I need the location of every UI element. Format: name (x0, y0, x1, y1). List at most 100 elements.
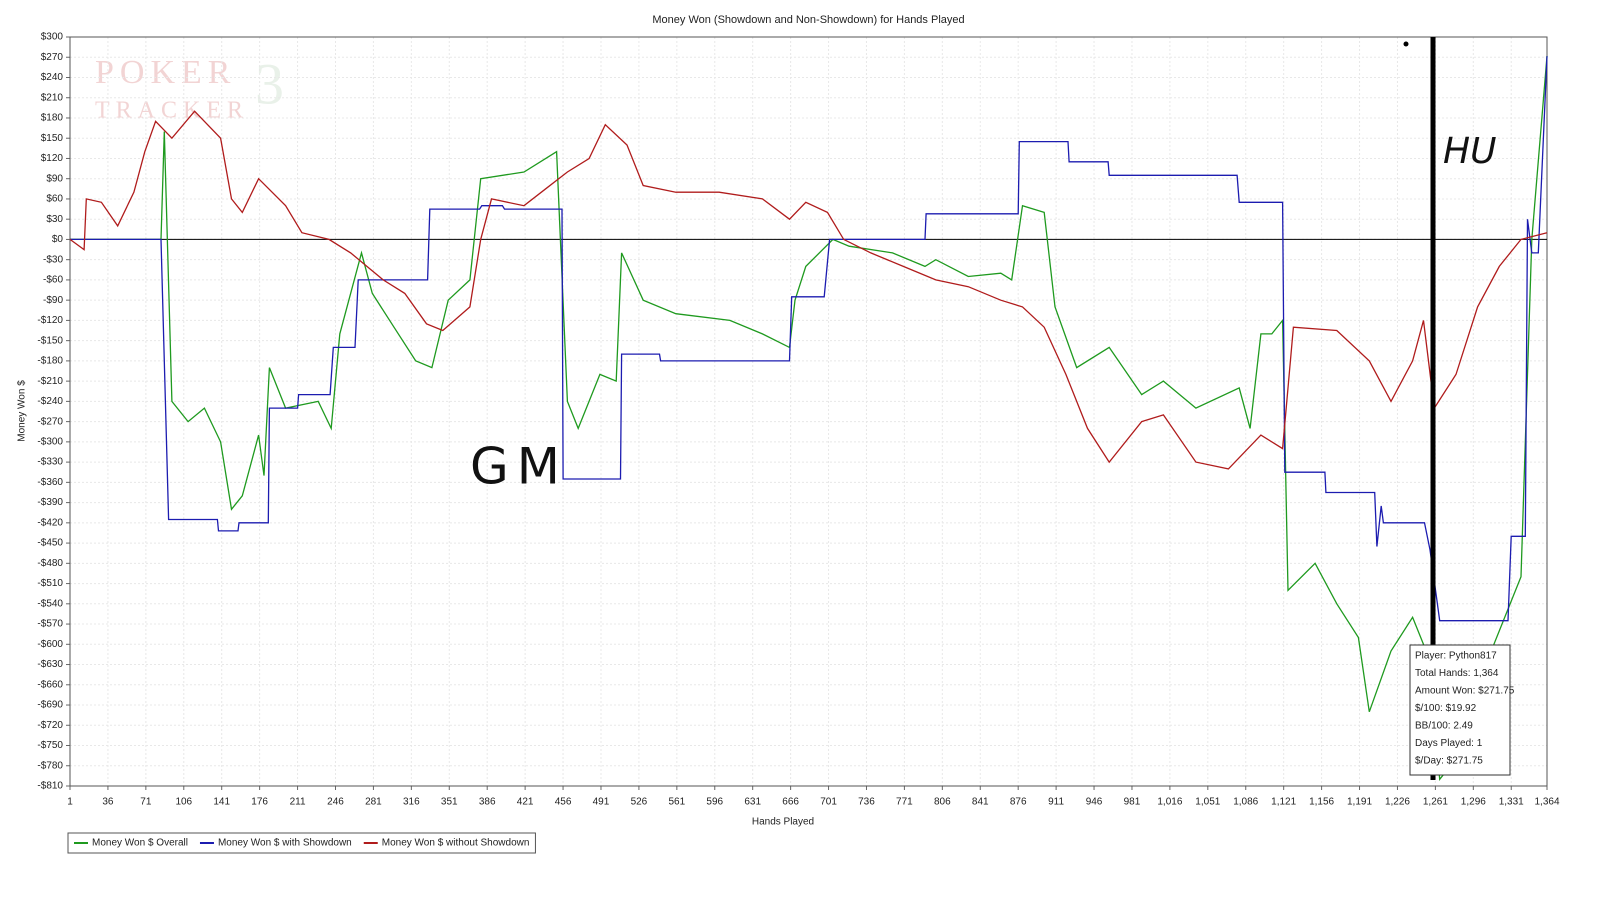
x-tick-label: 491 (593, 797, 610, 808)
x-tick-label: 281 (365, 797, 382, 808)
x-tick-label: 211 (290, 797, 306, 808)
x-tick-label: 1,051 (1195, 797, 1220, 808)
x-axis-label: Hands Played (752, 817, 814, 828)
x-tick-label: 1,121 (1271, 797, 1296, 808)
y-tick-label: -$180 (37, 356, 63, 367)
annotation: HU (1443, 131, 1496, 172)
tooltip-box (1409, 644, 1511, 776)
tooltip-line: BB/100: 2.49 (1415, 721, 1473, 732)
tooltip-line: Player: Python817 (1415, 651, 1497, 662)
y-tick-label: -$810 (37, 781, 63, 792)
legend-box (67, 832, 536, 854)
series-line (69, 110, 1548, 470)
y-tick-label: $300 (41, 32, 64, 43)
x-tick-label: 666 (782, 797, 799, 808)
x-tick-label: 1,191 (1347, 797, 1372, 808)
x-tick-label: 1,016 (1157, 797, 1182, 808)
y-tick-label: -$690 (37, 700, 63, 711)
x-tick-label: 176 (251, 797, 268, 808)
y-tick-label: -$630 (37, 659, 63, 670)
tooltip-line: Amount Won: $271.75 (1415, 686, 1515, 697)
x-tick-label: 71 (140, 797, 152, 808)
y-tick-label: $240 (41, 72, 64, 83)
y-tick-label: -$210 (37, 376, 63, 387)
annotation: GM (470, 438, 568, 496)
y-tick-label: -$150 (37, 335, 63, 346)
y-tick-label: -$270 (37, 416, 63, 427)
y-tick-label: -$720 (37, 720, 63, 731)
x-tick-label: 1,261 (1423, 797, 1448, 808)
x-tick-label: 351 (441, 797, 458, 808)
plot-frame (69, 36, 1548, 787)
watermark: POKER (95, 54, 236, 91)
x-tick-label: 36 (102, 797, 114, 808)
x-tick-label: 316 (403, 797, 420, 808)
y-tick-label: -$600 (37, 639, 63, 650)
x-tick-label: 981 (1124, 797, 1141, 808)
y-tick-label: -$360 (37, 477, 63, 488)
series-line (70, 56, 1548, 622)
y-tick-label: $30 (46, 214, 63, 225)
x-tick-label: 1,226 (1385, 797, 1410, 808)
x-tick-label: 841 (972, 797, 989, 808)
y-tick-label: $180 (41, 113, 64, 124)
y-tick-label: -$420 (37, 517, 63, 528)
x-tick-label: 1,086 (1233, 797, 1258, 808)
x-tick-label: 911 (1048, 797, 1064, 808)
y-tick-label: -$330 (37, 457, 63, 468)
y-tick-label: -$750 (37, 740, 63, 751)
x-tick-label: 561 (668, 797, 685, 808)
x-tick-label: 1,296 (1461, 797, 1486, 808)
x-tick-label: 771 (896, 797, 913, 808)
y-tick-label: $210 (41, 92, 64, 103)
x-tick-label: 141 (213, 797, 230, 808)
legend-label: Money Won $ with Showdown (218, 838, 352, 849)
series-line (70, 56, 1548, 781)
watermark: TRACKER (95, 98, 249, 124)
chart-title: Money Won (Showdown and Non-Showdown) fo… (652, 14, 964, 26)
y-tick-label: -$90 (43, 295, 63, 306)
y-tick-label: -$480 (37, 558, 63, 569)
y-tick-label: $270 (41, 52, 64, 63)
y-tick-label: $120 (41, 153, 64, 164)
x-tick-label: 386 (479, 797, 496, 808)
x-tick-label: 526 (631, 797, 648, 808)
x-tick-label: 1,331 (1499, 797, 1524, 808)
y-tick-label: $60 (46, 194, 63, 205)
y-axis-label: Money Won $ (17, 380, 28, 442)
x-tick-label: 806 (934, 797, 951, 808)
y-tick-label: -$570 (37, 619, 63, 630)
y-tick-label: -$240 (37, 396, 63, 407)
x-tick-label: 421 (517, 797, 534, 808)
y-tick-label: $150 (41, 133, 64, 144)
legend-label: Money Won $ without Showdown (382, 838, 530, 849)
tooltip-line: $/Day: $271.75 (1415, 756, 1483, 767)
y-tick-label: -$30 (43, 254, 63, 265)
x-tick-label: 876 (1010, 797, 1027, 808)
x-tick-label: 701 (820, 797, 837, 808)
x-tick-label: 946 (1086, 797, 1103, 808)
tooltip-line: Days Played: 1 (1415, 738, 1483, 749)
x-tick-label: 736 (858, 797, 875, 808)
y-tick-label: -$510 (37, 578, 63, 589)
y-tick-label: -$780 (37, 760, 63, 771)
legend-label: Money Won $ Overall (92, 838, 188, 849)
x-tick-label: 1,156 (1309, 797, 1334, 808)
y-tick-label: -$120 (37, 315, 63, 326)
x-tick-label: 596 (706, 797, 723, 808)
annotation-dot (1403, 41, 1409, 47)
x-tick-label: 106 (175, 797, 192, 808)
y-tick-label: $90 (46, 173, 63, 184)
x-tick-label: 246 (327, 797, 344, 808)
tooltip-line: Total Hands: 1,364 (1415, 668, 1499, 679)
x-tick-label: 456 (555, 797, 572, 808)
x-tick-label: 1,364 (1534, 797, 1559, 808)
y-tick-label: -$540 (37, 598, 63, 609)
y-tick-label: -$390 (37, 497, 63, 508)
y-tick-label: -$60 (43, 275, 63, 286)
x-tick-label: 1 (67, 797, 73, 808)
tooltip-line: $/100: $19.92 (1415, 703, 1477, 714)
x-tick-label: 631 (744, 797, 761, 808)
